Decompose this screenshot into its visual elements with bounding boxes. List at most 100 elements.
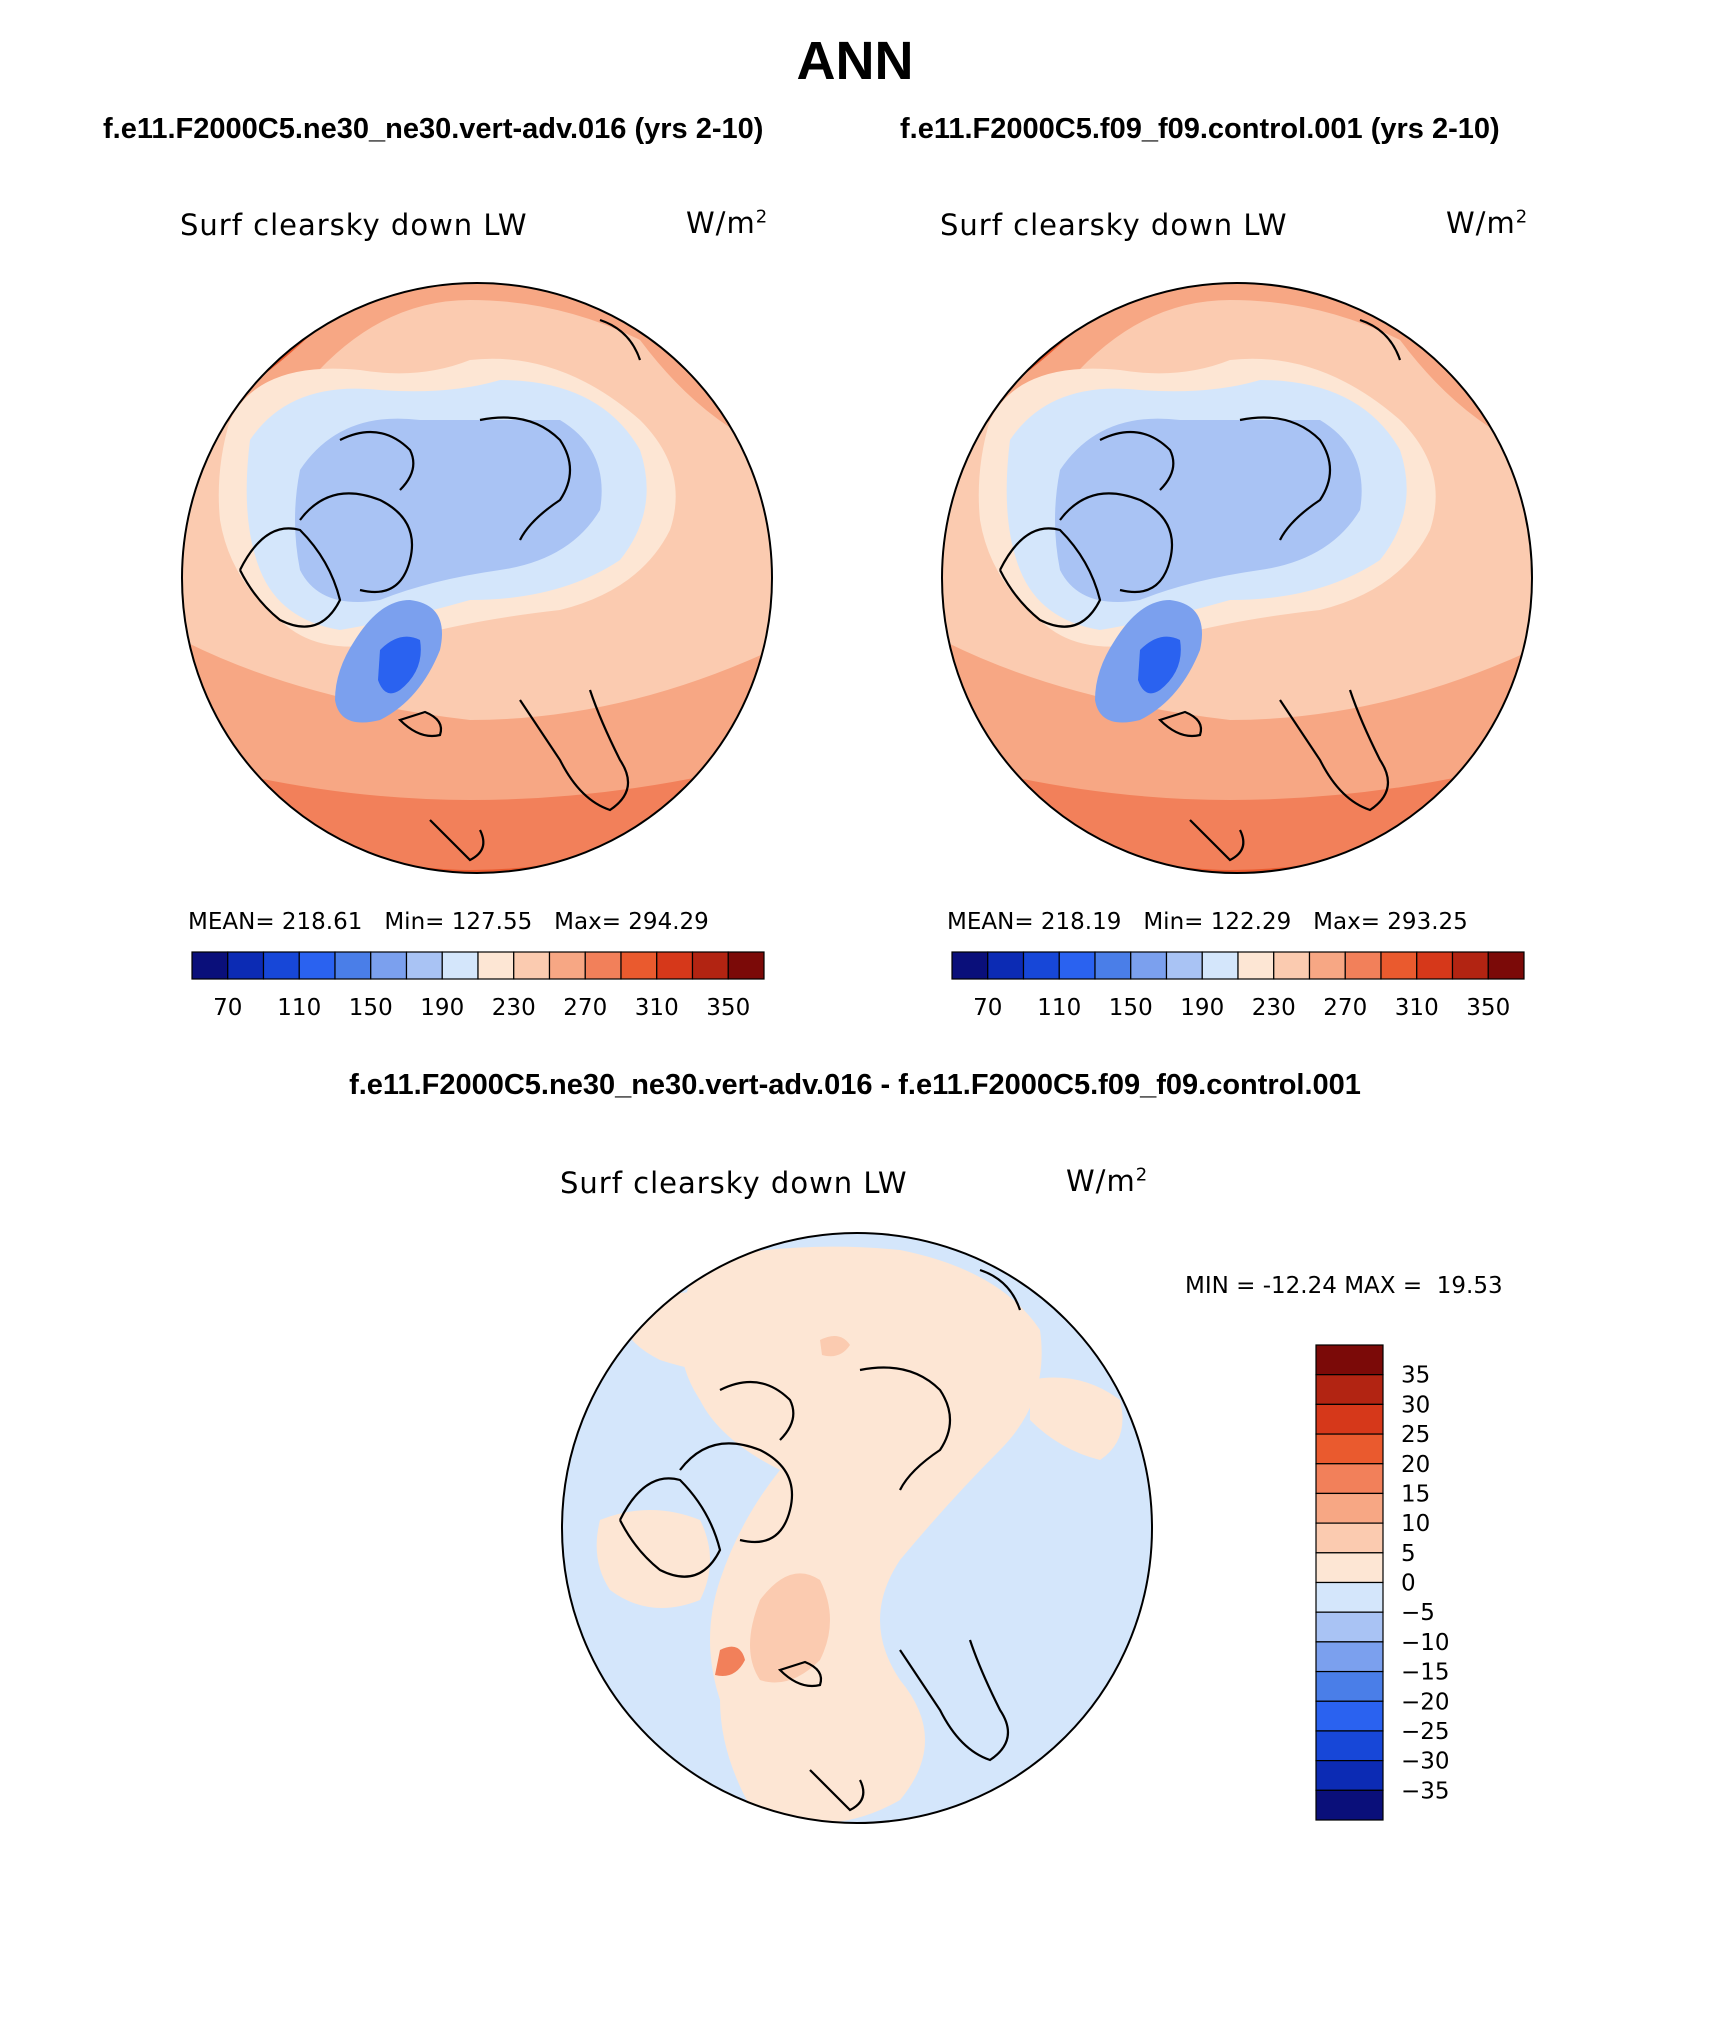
control-colorbar-tick-label: 150: [1109, 995, 1153, 1021]
test-colorbar-swatch: [477, 951, 515, 980]
test-colorbar-tick-label: 190: [420, 995, 464, 1021]
control-colorbar-swatch: [1273, 951, 1311, 980]
control-colorbar-swatch: [951, 951, 989, 980]
control-colorbar-swatch: [1308, 951, 1346, 980]
test-units-label: W/m2: [686, 206, 769, 240]
difference-colorbar-tick-label: −35: [1401, 1778, 1450, 1804]
control-colorbar-swatch: [1201, 951, 1239, 980]
test-colorbar-tick-label: 270: [563, 995, 607, 1021]
control-mean-value: 218.19: [1040, 909, 1122, 935]
control-colorbar-swatch: [1380, 951, 1418, 980]
control-colorbar-swatch: [1058, 951, 1096, 980]
test-colorbar-swatch: [584, 951, 622, 980]
control-colorbar-swatch: [1487, 951, 1525, 980]
control-colorbar-tick-label: 190: [1180, 995, 1224, 1021]
test-case-title: f.e11.F2000C5.ne30_ne30.vert-adv.016 (yr…: [103, 113, 764, 145]
difference-colorbar-tick-label: 30: [1401, 1392, 1430, 1418]
test-max-value: 294.29: [628, 909, 709, 935]
control-colorbar: 70 110 150 190 230 270 310 350: [951, 951, 1525, 1021]
test-colorbar-swatch: [656, 951, 694, 980]
difference-colorbar-tick-label: 15: [1401, 1481, 1430, 1507]
difference-colorbar-swatch: [1315, 1552, 1384, 1584]
difference-colorbar-tick-label: −25: [1401, 1719, 1450, 1745]
difference-colorbar-swatch: [1315, 1403, 1384, 1435]
difference-colorbar-tick-label: 0: [1401, 1571, 1416, 1597]
control-case-title: f.e11.F2000C5.f09_f09.control.001 (yrs 2…: [900, 113, 1500, 145]
test-colorbar-swatch: [370, 951, 408, 980]
control-colorbar-swatch: [1022, 951, 1060, 980]
control-colorbar-swatch: [1451, 951, 1489, 980]
difference-polar-map: [561, 1232, 1153, 1824]
control-units-label: W/m2: [1446, 206, 1529, 240]
control-colorbar-swatch: [1344, 951, 1382, 980]
test-colorbar-tick-label: 70: [213, 995, 242, 1021]
control-colorbar-swatch: [1165, 951, 1203, 980]
test-colorbar-swatch: [262, 951, 300, 980]
difference-colorbar-tick-label: −5: [1401, 1600, 1435, 1626]
difference-colorbar-swatch: [1315, 1789, 1384, 1821]
difference-colorbar-tick-label: 10: [1401, 1511, 1430, 1537]
control-max-value: 293.25: [1387, 909, 1468, 935]
difference-colorbar-swatch: [1315, 1463, 1384, 1495]
test-variable-label: Surf clearsky down LW: [180, 208, 528, 242]
difference-case-title: f.e11.F2000C5.ne30_ne30.vert-adv.016 - f…: [349, 1069, 1361, 1101]
control-colorbar-swatch: [1130, 951, 1168, 980]
control-colorbar-tick-label: 310: [1395, 995, 1439, 1021]
test-colorbar-swatch: [441, 951, 479, 980]
control-colorbar-swatch: [1237, 951, 1275, 980]
test-polar-map: [181, 282, 773, 874]
test-colorbar-swatch: [334, 951, 372, 980]
difference-colorbar-swatch: [1315, 1344, 1384, 1376]
difference-max-value: 19.53: [1436, 1273, 1503, 1299]
test-colorbar: 70 110 150 190 230 270 310 350: [191, 951, 765, 1021]
test-colorbar-swatch: [548, 951, 586, 980]
control-colorbar-swatch: [987, 951, 1025, 980]
test-colorbar-swatch: [620, 951, 658, 980]
test-colorbar-swatch: [298, 951, 336, 980]
difference-colorbar-swatch: [1315, 1670, 1384, 1702]
season-title: ANN: [796, 31, 914, 91]
control-colorbar-tick-label: 70: [973, 995, 1002, 1021]
difference-units-label: W/m2: [1066, 1164, 1149, 1198]
control-colorbar-swatch: [1094, 951, 1132, 980]
control-variable-label: Surf clearsky down LW: [940, 208, 1288, 242]
test-min-value: 127.55: [451, 909, 533, 935]
control-colorbar-tick-label: 110: [1037, 995, 1081, 1021]
difference-colorbar-swatch: [1315, 1641, 1384, 1673]
test-colorbar-tick-label: 110: [277, 995, 321, 1021]
control-polar-map: [941, 282, 1533, 874]
difference-colorbar-tick-label: 20: [1401, 1452, 1430, 1478]
test-colorbar-tick-label: 310: [635, 995, 679, 1021]
difference-min-value: -12.24: [1262, 1273, 1337, 1299]
control-colorbar-tick-label: 230: [1252, 995, 1296, 1021]
difference-colorbar-swatch: [1315, 1522, 1384, 1554]
difference-colorbar-swatch: [1315, 1433, 1384, 1465]
difference-colorbar-swatch: [1315, 1760, 1384, 1791]
difference-colorbar-tick-label: −30: [1401, 1749, 1450, 1775]
difference-colorbar-tick-label: −10: [1401, 1630, 1450, 1656]
difference-colorbar-swatch: [1315, 1700, 1384, 1732]
test-colorbar-swatch: [227, 951, 265, 980]
difference-colorbar-tick-label: 25: [1401, 1422, 1430, 1448]
test-colorbar-tick-label: 230: [492, 995, 536, 1021]
difference-colorbar-swatch: [1315, 1611, 1384, 1643]
test-mean-value: 218.61: [281, 909, 363, 935]
difference-colorbar-tick-label: −20: [1401, 1689, 1450, 1715]
test-colorbar-swatch: [691, 951, 729, 980]
test-colorbar-tick-label: 150: [349, 995, 393, 1021]
control-min-value: 122.29: [1210, 909, 1292, 935]
control-stats: MEAN= 218.19 Min= 122.29 Max= 293.25: [947, 909, 1468, 935]
test-stats: MEAN= 218.61 Min= 127.55 Max= 294.29: [188, 909, 709, 935]
test-colorbar-swatch: [405, 951, 443, 980]
control-colorbar-swatch: [1416, 951, 1454, 980]
difference-colorbar: 35 30 25 20 15 10 5 0 −5 −10 −15 −20 −25 −30 −35: [1315, 1344, 1450, 1821]
difference-colorbar-tick-label: 5: [1401, 1541, 1416, 1567]
difference-variable-label: Surf clearsky down LW: [560, 1166, 908, 1200]
difference-colorbar-swatch: [1315, 1374, 1384, 1405]
difference-colorbar-swatch: [1315, 1730, 1384, 1762]
control-colorbar-tick-label: 350: [1466, 995, 1510, 1021]
difference-colorbar-swatch: [1315, 1492, 1384, 1524]
difference-colorbar-tick-label: −15: [1401, 1660, 1450, 1686]
test-colorbar-swatch: [727, 951, 765, 980]
